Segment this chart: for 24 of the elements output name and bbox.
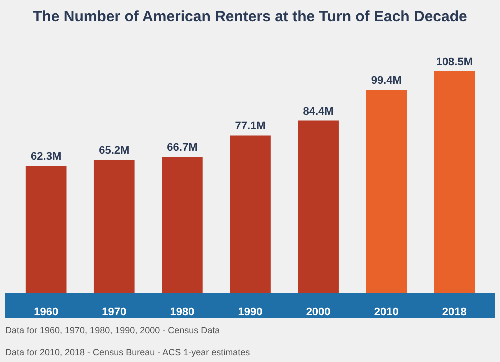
chart-title: The Number of American Renters at the Turn of Each Decade — [33, 8, 468, 26]
bar — [230, 136, 271, 294]
bar — [434, 71, 476, 294]
x-tick-label: 1990 — [238, 306, 263, 318]
text: Data for 2010, 2018 - Census Bureau - ACS 1-year estimates — [6, 348, 251, 358]
x-tick-label: 1980 — [170, 306, 195, 318]
data-label: 99.4M — [371, 75, 402, 88]
bar — [94, 160, 135, 294]
bar — [366, 90, 408, 294]
text: Data for 1960, 1970, 1980, 1990, 2000 - Census Data — [6, 326, 220, 336]
data-label: 65.2M — [99, 145, 130, 158]
bar — [298, 120, 339, 294]
data-label: 66.7M — [167, 142, 198, 154]
data-label: 77.1M — [235, 120, 266, 133]
x-tick-label: 1970 — [102, 306, 127, 318]
x-tick-label: 1960 — [34, 306, 59, 318]
x-tick-label: 2000 — [306, 306, 331, 318]
data-label: 108.5M — [436, 56, 474, 68]
data-label: 84.4M — [303, 106, 334, 118]
bar — [26, 166, 67, 294]
bar — [162, 157, 203, 294]
x-tick-label: 2018 — [442, 306, 467, 318]
data-label: 62.3M — [31, 151, 62, 164]
x-tick-label: 2010 — [374, 306, 399, 318]
